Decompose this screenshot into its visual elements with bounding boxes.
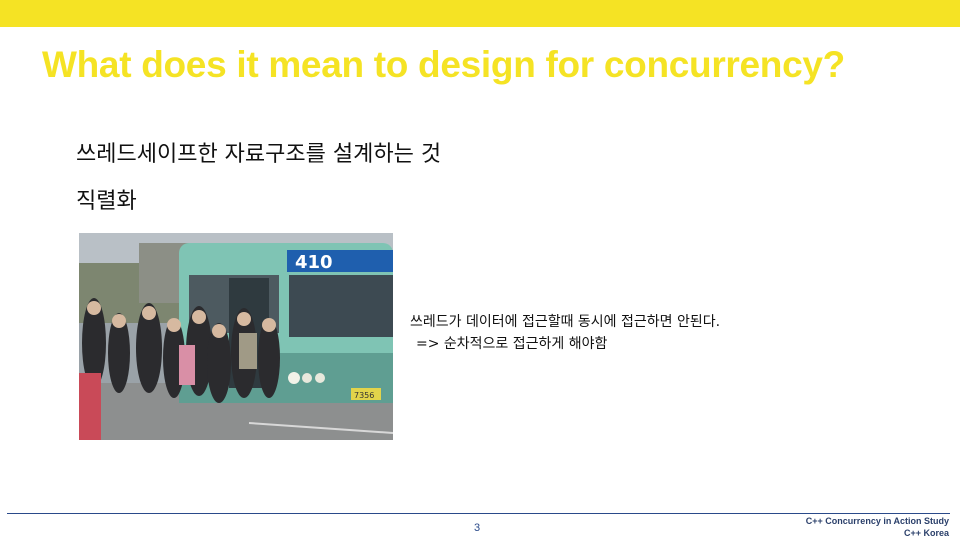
bus-plate: 7356 xyxy=(354,391,374,400)
caption-concurrent-access: 쓰레드가 데이터에 접근할때 동시에 접근하면 안된다. xyxy=(410,314,721,330)
footer-divider xyxy=(7,513,950,514)
footer-org-name: C++ Korea xyxy=(903,528,949,538)
bullet-serialization: 직렬화 xyxy=(76,189,137,214)
bullet-thread-safe: 쓰레드세이프한 자료구조를 설계하는 것 xyxy=(76,142,442,167)
footer-study-name: C++ Concurrency in Action Study xyxy=(805,516,949,526)
bus-boarding-photo: 410 7356 xyxy=(79,233,393,440)
top-accent-bar xyxy=(0,0,960,27)
page-number: 3 xyxy=(474,522,481,534)
slide-title: What does it mean to design for concurre… xyxy=(42,44,845,85)
caption-sequential-access: => 순차적으로 접근하게 해야함 xyxy=(416,336,608,352)
bus-route-number: 410 xyxy=(295,252,333,273)
